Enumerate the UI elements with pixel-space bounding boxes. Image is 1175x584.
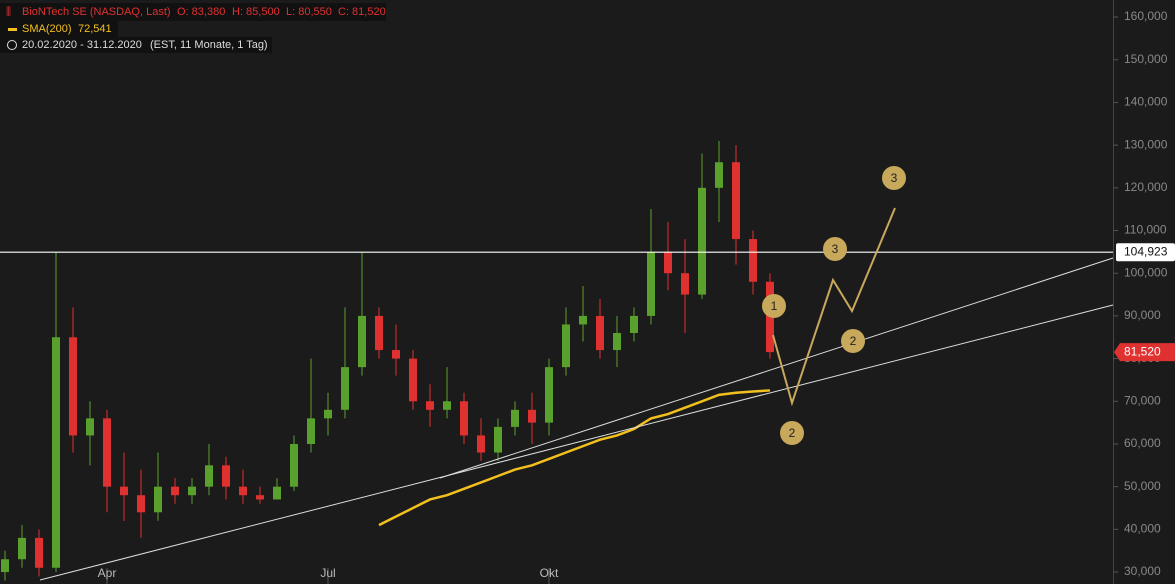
candle-body	[1, 559, 9, 573]
candle-body	[562, 324, 570, 368]
candle-body	[443, 401, 451, 410]
wave-label: 3	[891, 171, 898, 185]
candle-body	[120, 486, 128, 496]
level-tag	[1116, 243, 1175, 262]
level-label: 104,923	[1124, 244, 1168, 258]
ohlc: C: 81,520	[338, 6, 386, 18]
candle-body	[341, 367, 349, 410]
legend-label: SMA(200)	[22, 23, 72, 35]
candle-body	[596, 315, 604, 351]
candle-body	[205, 465, 213, 487]
candle-body	[35, 537, 43, 568]
icon: ⫼	[6, 6, 11, 18]
trend-line	[39, 304, 1114, 581]
y-tick-label: 140,000	[1124, 95, 1168, 109]
ohlc: H: 85,500	[232, 6, 280, 18]
candle-body	[749, 239, 757, 282]
y-tick-label: 70,000	[1124, 393, 1161, 407]
candle-body	[528, 409, 536, 423]
candle-body	[392, 350, 400, 359]
candle-body	[307, 418, 315, 444]
candle-body	[290, 443, 298, 487]
candle-body	[732, 162, 740, 240]
period-note: (EST, 11 Monate, 1 Tag)	[150, 39, 268, 51]
wave-label: 2	[850, 334, 857, 348]
candle-body	[664, 251, 672, 274]
candle-body	[460, 401, 468, 436]
wave-marker	[762, 294, 786, 318]
y-tick-label: 160,000	[1124, 9, 1168, 23]
candle-body	[698, 187, 706, 295]
period: 20.02.2020 - 31.12.2020	[22, 39, 142, 51]
y-tick-label: 150,000	[1124, 52, 1168, 66]
candle-body	[375, 315, 383, 351]
candle-body	[52, 337, 60, 568]
wave-label: 2	[789, 426, 796, 440]
y-tick-label: 100,000	[1124, 265, 1168, 279]
y-tick-label: 130,000	[1124, 137, 1168, 151]
price-label: 81,520	[1124, 344, 1161, 358]
wave-marker	[823, 237, 847, 261]
wave-label: 3	[832, 242, 839, 256]
candle-body	[511, 409, 519, 427]
x-tick-label: Okt	[540, 566, 559, 580]
legend-swatch	[8, 28, 17, 31]
candle-body	[630, 315, 638, 333]
y-tick-label: 40,000	[1124, 522, 1161, 536]
candle-body	[273, 486, 281, 500]
legend-value: 72,541	[78, 23, 112, 35]
candle-body	[324, 409, 332, 419]
header-bg	[0, 3, 386, 21]
candle-body	[103, 418, 111, 487]
candle-body	[477, 435, 485, 453]
x-tick-label: Jul	[320, 566, 335, 580]
header-bg	[0, 21, 118, 37]
y-tick-label: 30,000	[1124, 564, 1161, 578]
ohlc: L: 80,550	[286, 6, 332, 18]
ohlc: O: 83,380	[177, 6, 225, 18]
candle-body	[86, 418, 94, 436]
candle-body	[409, 358, 417, 402]
title: BioNTech SE (NASDAQ, Last)	[22, 6, 171, 18]
wave-marker	[882, 166, 906, 190]
y-tick-label: 110,000	[1124, 223, 1167, 237]
header-bg	[0, 37, 272, 53]
wave-label: 1	[771, 299, 778, 313]
wave-path	[772, 207, 896, 407]
candle-body	[681, 273, 689, 295]
y-tick-label: 50,000	[1124, 479, 1161, 493]
candle-body	[613, 332, 621, 351]
clock-icon	[7, 40, 17, 50]
price-tag	[1114, 343, 1175, 362]
candle-body	[188, 486, 196, 496]
candle-body	[18, 537, 26, 560]
y-tick-label: 120,000	[1124, 180, 1168, 194]
candle-body	[579, 315, 587, 325]
candle-body	[171, 486, 179, 496]
x-tick-label: Apr	[98, 566, 117, 580]
candle-body	[545, 367, 553, 423]
plot	[0, 16, 1118, 584]
y-tick-label: 60,000	[1124, 436, 1161, 450]
candle-body	[358, 315, 366, 368]
candle-body	[154, 486, 162, 513]
candle-body	[426, 401, 434, 410]
sma-line	[378, 389, 771, 527]
candle-body	[239, 486, 247, 496]
wave-marker	[780, 421, 804, 445]
y-tick-label: 90,000	[1124, 308, 1161, 322]
wave-markers	[762, 166, 906, 445]
candle-body	[69, 337, 77, 436]
candle-body	[222, 465, 230, 487]
wave-marker	[841, 329, 865, 353]
candle-body	[647, 251, 655, 316]
candle-body	[137, 495, 145, 513]
candle-body	[256, 495, 264, 500]
candle-body	[494, 426, 502, 453]
candle-body	[715, 162, 723, 188]
trend-line	[439, 257, 1114, 479]
